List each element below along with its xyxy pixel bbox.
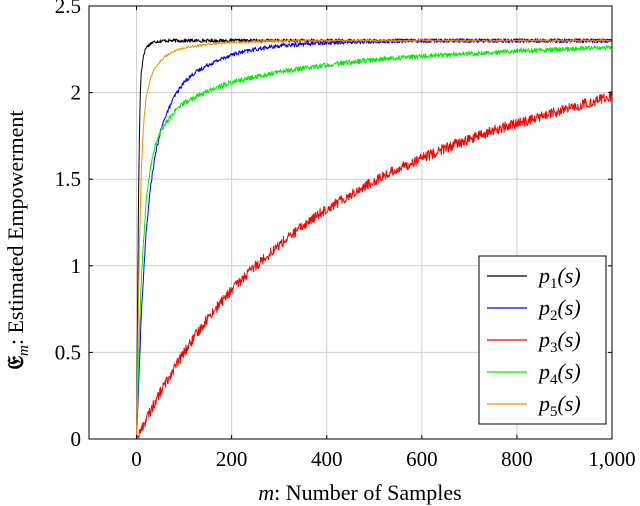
x-tick-label: 0	[131, 447, 142, 471]
x-tick-label: 400	[311, 447, 343, 471]
y-tick-label: 2	[71, 81, 82, 105]
y-tick-label: 2.5	[55, 0, 81, 18]
x-axis-label-var: m	[258, 480, 274, 505]
series-line-p3(s)	[136, 91, 613, 440]
y-tick-label: 0.5	[55, 340, 81, 364]
y-axis-label-text: : Estimated Empowerment	[3, 111, 28, 346]
plot-area	[136, 38, 613, 440]
legend-label: p5(s)	[537, 391, 581, 420]
y-tick-label: 1	[71, 254, 82, 278]
y-axis-label: 𝔈m: Estimated Empowerment	[3, 111, 32, 370]
legend-label: p3(s)	[537, 327, 581, 356]
y-axis-label-var: 𝔈	[3, 355, 28, 369]
series-line-p4(s)	[136, 44, 613, 440]
series-line-p1(s)	[136, 38, 613, 440]
axes	[88, 5, 613, 440]
y-axis-label-sub: m	[16, 345, 32, 356]
x-axis-label-text: : Number of Samples	[274, 480, 462, 505]
x-tick-label: 800	[501, 447, 533, 471]
y-tick-label: 0	[71, 427, 82, 451]
x-tick-label: 1,000	[588, 447, 635, 471]
x-axis-label: m: Number of Samples	[258, 480, 461, 505]
legend-label: p1(s)	[537, 263, 581, 292]
series-line-p5(s)	[136, 39, 613, 440]
legend: p1(s) p2(s) p3(s) p4(s) p5(s)	[478, 255, 607, 425]
x-tick-label: 600	[406, 447, 438, 471]
ticks: 0 200 400 600 800 1,000 0 0.5 1 1.5 2 2.5	[55, 0, 636, 471]
legend-label: p2(s)	[537, 295, 581, 324]
legend-label: p4(s)	[537, 359, 581, 388]
plot-frame	[88, 5, 613, 440]
y-tick-label: 1.5	[55, 167, 81, 191]
x-tick-label: 200	[216, 447, 248, 471]
